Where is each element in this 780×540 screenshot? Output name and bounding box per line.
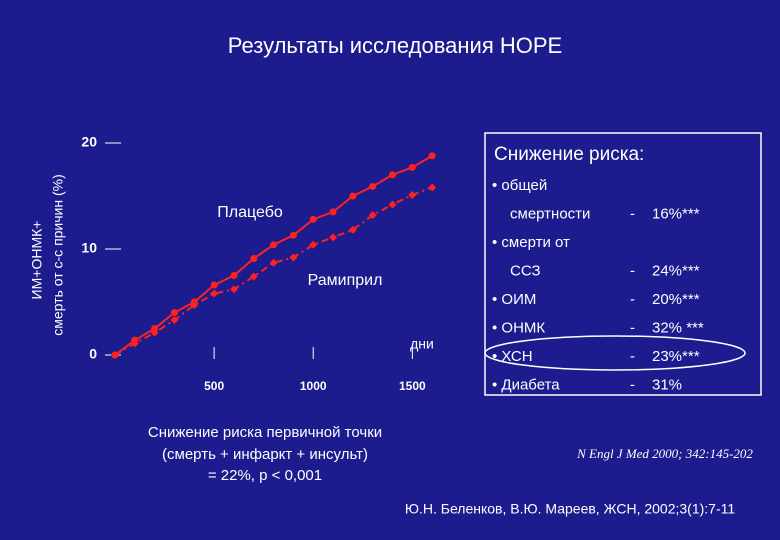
- point: [289, 231, 297, 239]
- risk-box: [484, 132, 762, 396]
- series-label: Плацебо: [217, 204, 283, 221]
- risk-dash: -: [630, 319, 635, 336]
- point: [349, 192, 357, 200]
- point: [230, 272, 238, 279]
- risk-value: 24%***: [652, 262, 700, 279]
- point: [408, 190, 417, 199]
- point: [348, 225, 357, 234]
- x-tick-label: 1000: [300, 379, 327, 393]
- point: [368, 211, 377, 220]
- point: [289, 253, 298, 262]
- point: [428, 183, 437, 192]
- point: [329, 208, 337, 216]
- risk-value: 32% ***: [652, 319, 704, 336]
- risk-label: смертности: [510, 205, 590, 222]
- point: [329, 233, 338, 242]
- risk-label: ССЗ: [510, 262, 541, 279]
- risk-title: Снижение риска:: [494, 144, 644, 165]
- series-label: Рамиприл: [308, 272, 383, 289]
- note-line: Снижение риска первичной точки: [148, 424, 382, 441]
- note-line: (смерть + инфаркт + инсульт): [162, 446, 368, 463]
- point: [111, 351, 119, 359]
- risk-dash: -: [630, 262, 635, 279]
- point: [309, 215, 317, 223]
- point: [170, 309, 178, 317]
- point: [309, 240, 318, 249]
- y-axis-label: смерть от с-с причин (%): [50, 174, 66, 336]
- risk-value: 23%***: [652, 348, 700, 365]
- risk-label: • общей: [492, 177, 547, 194]
- y-axis-label: ИМ+ОНМК+: [29, 221, 45, 300]
- point: [269, 258, 278, 267]
- y-tick-label: 10: [81, 240, 97, 256]
- x-tick-label: 500: [204, 379, 224, 393]
- risk-value: 16%***: [652, 205, 700, 222]
- point: [249, 272, 258, 281]
- point: [130, 339, 139, 348]
- point: [150, 328, 159, 337]
- citation: N Engl J Med 2000; 342:145-202: [576, 446, 753, 461]
- risk-label: • ОНМК: [492, 319, 545, 336]
- point: [151, 325, 159, 332]
- y-tick-label: 0: [89, 346, 97, 362]
- source: Ю.Н. Беленков, В.Ю. Мареев, ЖСН, 2002;3(…: [405, 501, 736, 517]
- x-tick-label: 1500: [399, 379, 426, 393]
- point: [250, 255, 258, 263]
- point: [369, 182, 377, 190]
- risk-label: • ХСН: [492, 348, 533, 365]
- risk-dash: -: [630, 348, 635, 365]
- point: [270, 241, 278, 249]
- point: [229, 285, 238, 294]
- point: [388, 200, 397, 209]
- highlight-ellipse: [484, 335, 746, 371]
- risk-dash: -: [630, 205, 635, 222]
- point: [210, 289, 219, 298]
- point: [190, 301, 199, 310]
- risk-dash: -: [630, 376, 635, 393]
- risk-dash: -: [630, 291, 635, 308]
- point: [428, 152, 436, 160]
- point: [210, 281, 218, 289]
- risk-label: • смерти от: [492, 234, 570, 251]
- x-axis-label: дни: [410, 336, 434, 352]
- risk-value: 20%***: [652, 291, 700, 308]
- point: [408, 163, 416, 171]
- note-line: = 22%, p < 0,001: [208, 467, 322, 484]
- point: [170, 316, 179, 325]
- y-tick-label: 20: [81, 134, 97, 150]
- chart-title: Результаты исследования HOPE: [228, 33, 562, 58]
- risk-label: • ОИМ: [492, 291, 536, 308]
- risk-value: 31%: [652, 376, 682, 393]
- point: [389, 171, 397, 179]
- risk-label: • Диабета: [492, 376, 560, 393]
